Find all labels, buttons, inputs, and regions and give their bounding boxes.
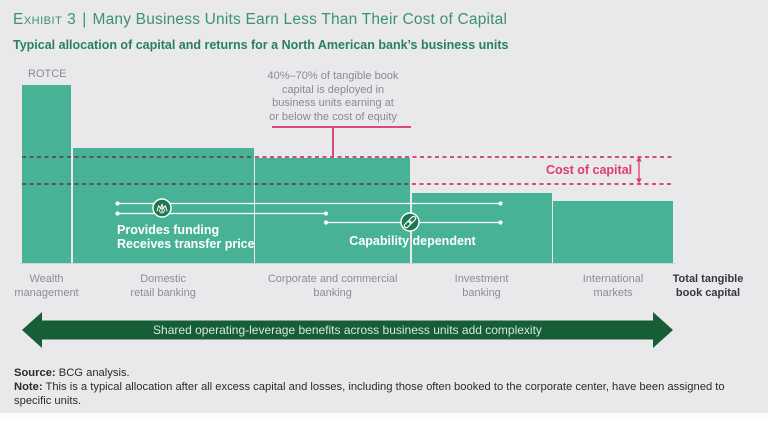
cost-band-line	[255, 155, 673, 158]
cost-of-capital-label: Cost of capital	[546, 163, 633, 177]
source-text: BCG analysis.	[58, 367, 130, 379]
bar-label: Domestic retail banking	[130, 273, 196, 299]
double-headed-arrow	[22, 312, 673, 348]
bar	[553, 201, 673, 263]
bar-label: Investment banking	[454, 273, 509, 299]
exhibit-label: Exhibit 3	[13, 11, 77, 28]
annotation-underline	[272, 126, 411, 128]
note-line: Note: This is a typical allocation after…	[14, 380, 759, 408]
bottom-strip	[0, 413, 768, 421]
y-axis-label: ROTCE	[28, 68, 67, 80]
cost-band-line	[411, 182, 673, 185]
annotation-text: 40%–70% of tangible book capital is depl…	[267, 70, 399, 123]
annotation-pointer-line	[332, 126, 334, 157]
bar	[255, 157, 411, 263]
vertical-double-arrow-icon	[636, 156, 642, 184]
footnotes: Source: BCG analysis. Note: This is a ty…	[14, 366, 759, 409]
note-text: This is a typical allocation after all e…	[14, 381, 725, 408]
bar	[22, 85, 72, 263]
complexity-arrow: Shared operating-leverage benefits acros…	[22, 311, 673, 349]
source-line: Source: BCG analysis.	[14, 366, 759, 380]
bar-label: International markets	[582, 273, 644, 299]
funding-coin-icon: $	[152, 198, 172, 218]
link-icon	[400, 212, 420, 232]
bar-label: Wealth management	[14, 273, 79, 299]
cost-band-line-inside-bars	[22, 182, 411, 185]
capability-dependent-label: Capability dependent	[349, 234, 476, 248]
chart-subtitle: Typical allocation of capital and return…	[13, 38, 509, 52]
x-axis-line	[20, 263, 676, 264]
note-label: Note:	[14, 381, 43, 394]
complexity-arrow-label: Shared operating-leverage benefits acros…	[153, 323, 542, 337]
exhibit-title: Exhibit 3 | Many Business Units Earn Less …	[13, 11, 507, 29]
chart-area: ROTCE 40%–70% of tangible book capital i…	[14, 68, 744, 299]
cost-band-line-inside-bars	[22, 155, 254, 158]
total-capital-label: Total tangible book capital	[672, 273, 744, 299]
title-divider: |	[82, 11, 87, 28]
bar-label: Corporate and commercial banking	[267, 273, 398, 299]
svg-text:$: $	[161, 208, 164, 213]
bar	[411, 193, 552, 263]
provides-funding-label: Provides funding Receives transfer price	[117, 223, 255, 251]
source-label: Source:	[14, 367, 56, 379]
exhibit-title-text: Many Business Units Earn Less Than Their…	[92, 11, 508, 28]
